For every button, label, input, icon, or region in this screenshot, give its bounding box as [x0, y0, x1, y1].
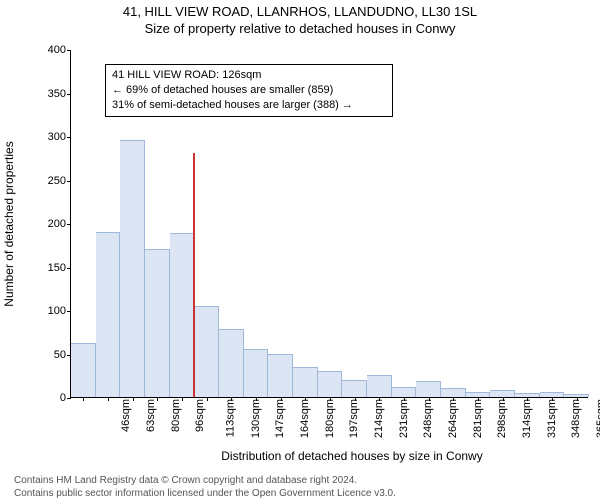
y-tick-label: 150: [36, 262, 66, 274]
chart-title-block: 41, HILL VIEW ROAD, LLANRHOS, LLANDUDNO,…: [0, 4, 600, 36]
footer-line2: Contains public sector information licen…: [14, 488, 396, 501]
y-tick-label: 250: [36, 175, 66, 187]
histogram-bar: [96, 232, 121, 397]
x-tick: [404, 397, 405, 401]
histogram-bar: [318, 371, 343, 397]
chart-title-line1: 41, HILL VIEW ROAD, LLANRHOS, LLANDUDNO,…: [0, 4, 600, 19]
y-tick-label: 300: [36, 131, 66, 143]
x-tick-label: 281sqm: [472, 399, 484, 438]
x-tick: [552, 397, 553, 401]
histogram-bar: [392, 387, 417, 397]
x-tick-label: 264sqm: [447, 399, 459, 438]
x-tick: [503, 397, 504, 401]
x-tick: [281, 397, 282, 401]
x-tick: [305, 397, 306, 401]
y-tick: [67, 137, 71, 138]
histogram-bar: [244, 349, 269, 397]
histogram-bar: [194, 306, 219, 397]
y-tick: [67, 398, 71, 399]
marker-line: [193, 153, 195, 397]
y-axis-label: Number of detached properties: [2, 50, 20, 398]
x-tick-label: 298sqm: [496, 399, 508, 438]
histogram-bar: [367, 375, 392, 397]
x-tick-label: 96sqm: [194, 399, 206, 432]
y-tick: [67, 94, 71, 95]
x-tick: [527, 397, 528, 401]
histogram-bar: [268, 354, 293, 398]
x-tick: [83, 397, 84, 401]
y-tick: [67, 224, 71, 225]
y-tick-label: 50: [36, 349, 66, 361]
x-tick-label: 147sqm: [274, 399, 286, 438]
x-tick: [207, 397, 208, 401]
x-tick-label: 80sqm: [170, 399, 182, 432]
y-tick-label: 400: [36, 44, 66, 56]
histogram-bar: [170, 233, 195, 397]
histogram-bar: [120, 140, 145, 397]
x-tick: [330, 397, 331, 401]
x-tick-label: 231sqm: [398, 399, 410, 438]
histogram-bar: [416, 381, 441, 397]
annotation-box: 41 HILL VIEW ROAD: 126sqm← 69% of detach…: [105, 64, 393, 117]
x-tick-label: 248sqm: [422, 399, 434, 438]
annotation-line: 41 HILL VIEW ROAD: 126sqm: [112, 68, 386, 83]
x-tick: [182, 397, 183, 401]
histogram-bar: [342, 380, 367, 397]
x-tick-label: 130sqm: [250, 399, 262, 438]
histogram-bar: [71, 343, 96, 397]
x-tick-label: 180sqm: [324, 399, 336, 438]
y-tick: [67, 181, 71, 182]
x-tick-label: 348sqm: [570, 399, 582, 438]
chart-title-line2: Size of property relative to detached ho…: [0, 21, 600, 36]
x-tick: [231, 397, 232, 401]
histogram-bar: [293, 367, 318, 397]
y-tick: [67, 311, 71, 312]
x-tick-label: 197sqm: [348, 399, 360, 438]
x-tick: [429, 397, 430, 401]
x-axis-label: Distribution of detached houses by size …: [93, 449, 600, 463]
x-tick-label: 46sqm: [120, 399, 132, 432]
histogram-bar: [441, 388, 466, 397]
plot-area: 41 HILL VIEW ROAD: 126sqm← 69% of detach…: [70, 50, 588, 398]
chart-container: Number of detached properties 41 HILL VI…: [48, 50, 588, 430]
x-tick-label: 331sqm: [546, 399, 558, 438]
x-tick: [453, 397, 454, 401]
x-tick-label: 113sqm: [224, 399, 236, 437]
y-tick: [67, 50, 71, 51]
y-tick-label: 200: [36, 218, 66, 230]
footer-line1: Contains HM Land Registry data © Crown c…: [14, 475, 396, 488]
x-tick: [379, 397, 380, 401]
x-tick: [355, 397, 356, 401]
x-tick-label: 63sqm: [145, 399, 157, 432]
y-tick-label: 350: [36, 88, 66, 100]
x-tick: [256, 397, 257, 401]
y-tick: [67, 268, 71, 269]
footer-attribution: Contains HM Land Registry data © Crown c…: [14, 475, 396, 500]
x-tick: [108, 397, 109, 401]
x-tick: [577, 397, 578, 401]
x-tick-label: 365sqm: [595, 399, 600, 438]
x-tick-label: 214sqm: [373, 399, 385, 438]
histogram-bar: [219, 329, 244, 397]
histogram-bar: [145, 249, 170, 397]
y-tick-label: 0: [36, 392, 66, 404]
y-tick-label: 100: [36, 305, 66, 317]
x-tick: [478, 397, 479, 401]
x-tick: [157, 397, 158, 401]
annotation-line: 31% of semi-detached houses are larger (…: [112, 98, 386, 113]
x-tick: [133, 397, 134, 401]
annotation-line: ← 69% of detached houses are smaller (85…: [112, 83, 386, 98]
x-tick-label: 164sqm: [299, 399, 311, 438]
x-tick-label: 314sqm: [521, 399, 533, 438]
histogram-bar: [490, 390, 515, 397]
